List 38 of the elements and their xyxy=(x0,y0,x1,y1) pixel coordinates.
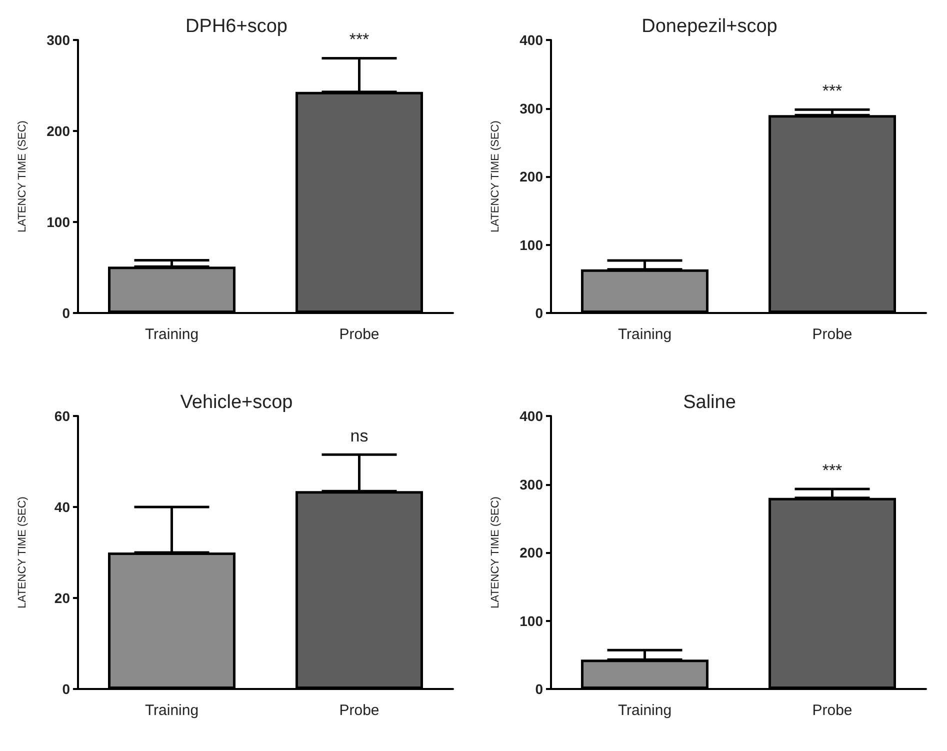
y-tick-label: 400 xyxy=(520,32,544,48)
annotation: *** xyxy=(349,30,370,50)
annotation: *** xyxy=(822,461,843,480)
y-tick-label: 400 xyxy=(520,408,544,424)
x-tick-label: Training xyxy=(618,326,672,343)
x-tick-label: Training xyxy=(144,702,199,719)
y-tick-label: 300 xyxy=(520,476,544,492)
y-tick-label: 100 xyxy=(46,214,70,230)
y-tick-label: 20 xyxy=(54,590,70,606)
x-tick-label: Training xyxy=(144,326,199,343)
y-tick-label: 0 xyxy=(535,681,544,697)
y-axis-title: LATENCY TIME (SEC) xyxy=(490,120,502,232)
chart-title: Donepezil+scop xyxy=(642,16,778,37)
x-tick-label: Probe xyxy=(812,326,852,343)
y-tick-label: 60 xyxy=(54,408,70,424)
y-tick-label: 200 xyxy=(46,123,70,139)
annotation: *** xyxy=(822,82,843,101)
y-tick-label: 0 xyxy=(62,305,70,321)
y-tick-label: 300 xyxy=(520,100,544,116)
chart-title: Vehicle+scop xyxy=(180,392,293,413)
y-axis-title: LATENCY TIME (SEC) xyxy=(16,120,28,232)
annotation: ns xyxy=(350,426,368,446)
chart-title: DPH6+scop xyxy=(186,16,288,37)
y-axis-title: LATENCY TIME (SEC) xyxy=(490,496,502,608)
x-tick-label: Probe xyxy=(339,702,380,719)
x-tick-label: Training xyxy=(618,702,672,719)
x-tick-label: Probe xyxy=(339,326,380,343)
y-tick-label: 300 xyxy=(46,32,70,48)
y-tick-label: 100 xyxy=(520,236,544,253)
y-tick-label: 0 xyxy=(535,305,544,321)
y-tick-label: 100 xyxy=(520,612,544,629)
x-tick-label: Probe xyxy=(812,702,852,719)
y-tick-label: 0 xyxy=(62,681,70,697)
chart-title: Saline xyxy=(683,392,736,413)
y-tick-label: 200 xyxy=(520,544,544,560)
y-tick-label: 200 xyxy=(520,168,544,184)
y-axis-title: LATENCY TIME (SEC) xyxy=(16,496,28,608)
y-tick-label: 40 xyxy=(54,499,70,515)
